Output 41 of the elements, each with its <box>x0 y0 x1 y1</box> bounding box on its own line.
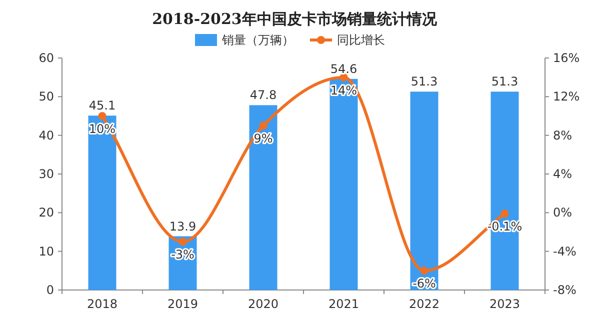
y-tick-label: 30 <box>38 167 54 181</box>
y2-tick-label: 12% <box>553 90 580 104</box>
data-label: 45.1 <box>88 98 116 113</box>
data-label: 54.6 <box>330 62 358 76</box>
legend-label: 同比增长 <box>337 33 385 47</box>
y2-tick-label: -4% <box>553 244 576 258</box>
y2-tick-label: 16% <box>553 51 580 65</box>
y-tick-label: 50 <box>38 90 54 104</box>
point <box>178 238 187 246</box>
data-label: 13.9 <box>169 219 196 234</box>
point <box>98 112 106 120</box>
y2-tick-label: -8% <box>553 283 576 297</box>
y2-tick-label: 0% <box>553 206 572 220</box>
y-tick-label: 40 <box>38 128 54 142</box>
x-tick-label: 2022 <box>408 297 440 311</box>
x-tick-label: 2021 <box>328 297 360 311</box>
bar <box>249 105 278 290</box>
bar <box>410 92 438 290</box>
y2-tick-label: 4% <box>553 167 572 181</box>
y-tick-label: 10 <box>38 244 54 258</box>
data-label: -3% <box>171 248 194 262</box>
bar <box>330 78 358 290</box>
data-label: -6% <box>412 276 436 291</box>
data-label: 9% <box>254 132 273 146</box>
chart-title: 2018-2023年中国皮卡市场销量统计情况 <box>152 10 438 28</box>
bar <box>88 116 116 290</box>
y-tick-label: 60 <box>38 51 54 65</box>
y-tick-label: 0 <box>46 283 54 297</box>
x-tick-label: 2023 <box>489 297 520 311</box>
point <box>420 266 428 275</box>
x-tick-label: 2019 <box>167 297 198 311</box>
x-tick-label: 2020 <box>248 297 279 311</box>
y2-tick-label: 8% <box>553 128 572 142</box>
point <box>500 210 509 218</box>
point <box>259 122 268 130</box>
y-tick-label: 20 <box>38 206 54 220</box>
x-tick-label: 2018 <box>86 297 118 311</box>
data-label: 47.8 <box>250 88 277 102</box>
data-label: 51.3 <box>491 74 518 89</box>
legend-label: 销量（万辆） <box>221 33 294 47</box>
data-label: 51.3 <box>410 74 438 89</box>
